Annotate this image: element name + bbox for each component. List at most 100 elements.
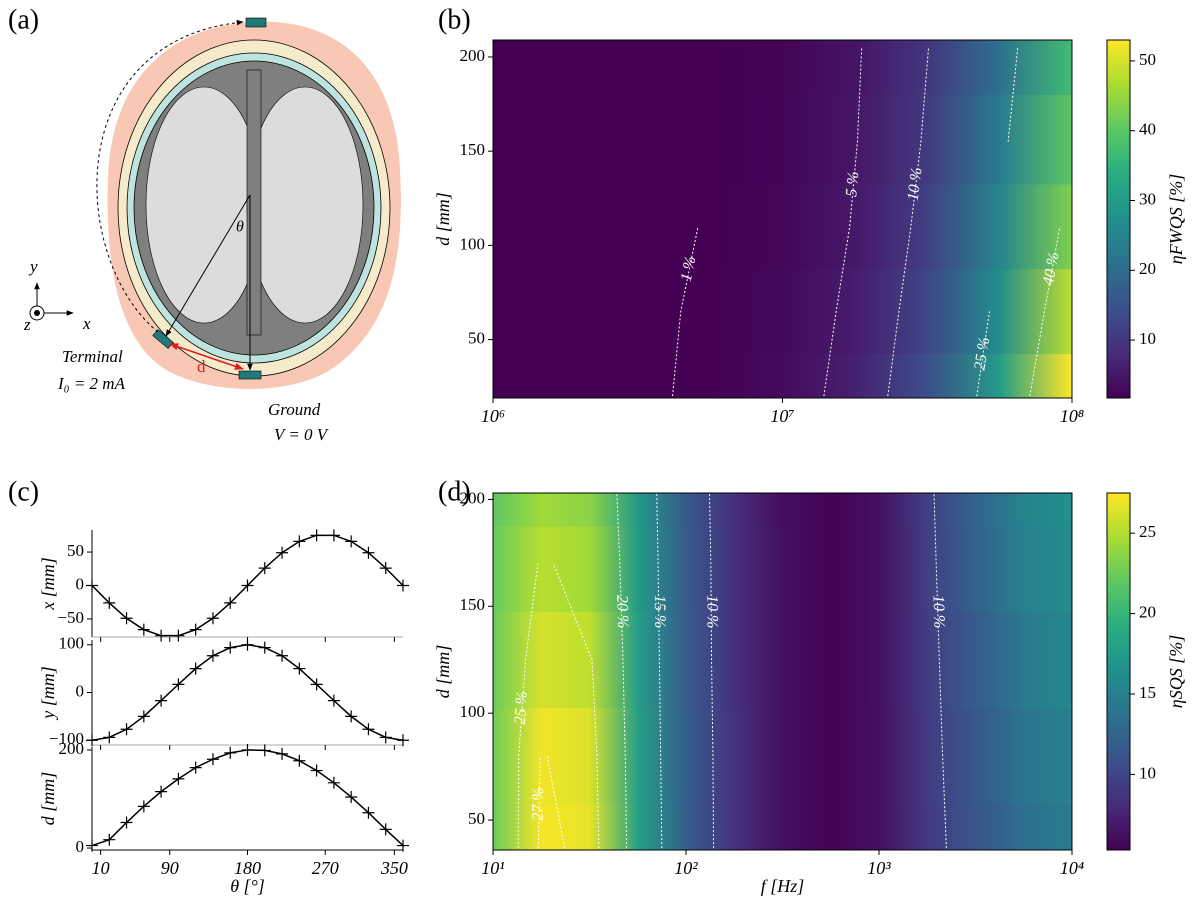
heatmap-cell: [686, 525, 735, 612]
heatmap-cell: [710, 268, 784, 355]
heatmap-cell: [927, 492, 977, 527]
panel-label: (d): [438, 476, 471, 507]
marker: [327, 694, 340, 707]
marker: [276, 649, 289, 662]
marker: [241, 579, 254, 592]
heatmap-cell: [637, 525, 687, 612]
path-arrow: [96, 19, 244, 333]
y-tick-label: 50: [468, 809, 485, 828]
contour-label: 27 %: [530, 787, 548, 821]
heatmap-cell: [782, 353, 856, 399]
y-tick-label: 200: [59, 739, 85, 758]
y-tick-label: 0: [76, 574, 85, 593]
x-tick-label: 10⁸: [1060, 406, 1084, 426]
contour-line: [552, 563, 600, 853]
heatmap-cell: [589, 525, 639, 612]
heatmap-cell: [1023, 492, 1072, 527]
heatmap-cell: [541, 611, 591, 709]
marker: [345, 535, 358, 548]
y-axis-label: d [mm]: [433, 192, 453, 246]
colorbar-label: ηFWQS [%]: [1166, 174, 1186, 264]
heatmap-cell: [782, 525, 832, 612]
heatmap-cell: [782, 611, 832, 709]
y-axis-label: x [mm]: [38, 557, 58, 611]
contour-label: 40 %: [1040, 251, 1063, 287]
colorbar-tick-label: 15: [1139, 683, 1156, 702]
z-axis-dot: [34, 310, 40, 316]
heatmap-cell: [975, 707, 1025, 805]
y-tick-label: 0: [76, 681, 85, 700]
x-tick-label: 10³: [867, 858, 891, 878]
contour-line: [933, 488, 948, 853]
heatmap-cell: [879, 525, 928, 612]
marker: [327, 776, 340, 789]
white-matter: [246, 86, 364, 324]
heatmap-cell: [830, 525, 880, 612]
heatmap-cell: [782, 183, 856, 270]
heatmap-cell: [493, 94, 566, 185]
heatmap-cell: [541, 803, 591, 851]
panel-label: (a): [8, 4, 39, 35]
contour-line: [546, 755, 566, 853]
x-tick-label: 10²: [674, 858, 698, 878]
heatmap-cell: [927, 39, 1001, 95]
marker: [120, 723, 133, 736]
marker: [224, 641, 237, 654]
heatmap-cell: [782, 803, 832, 851]
y-tick-label: 200: [460, 488, 486, 507]
heatmap-cell: [734, 525, 784, 612]
heatmap-cell: [830, 707, 880, 805]
contour-line: [672, 226, 699, 397]
contour-label: 25 %: [971, 336, 993, 371]
axis-x-label: x: [82, 314, 91, 333]
marker: [206, 753, 219, 766]
y-tick-label: 200: [460, 46, 486, 65]
heatmap-cell: [686, 611, 735, 709]
marker: [103, 596, 116, 609]
x-tick-label: 270: [312, 858, 339, 878]
marker: [137, 623, 150, 636]
x-axis-label: f [Hz]: [761, 876, 805, 896]
marker: [362, 723, 375, 736]
marker: [120, 816, 133, 829]
contour-label: 10 %: [703, 595, 720, 628]
marker: [310, 529, 323, 542]
angle-label: θ: [236, 219, 244, 236]
marker: [276, 747, 289, 760]
x-tick-label: 350: [380, 858, 408, 878]
marker: [310, 678, 323, 691]
heatmap-cell: [927, 268, 1001, 355]
marker: [345, 791, 358, 804]
axis-y-label: y: [28, 257, 38, 276]
colorbar-tick-label: 20: [1139, 259, 1156, 278]
heatmap-cell: [1023, 803, 1072, 851]
y-tick-label: −50: [57, 608, 84, 627]
heatmap-cell: [927, 353, 1001, 399]
heatmap-cell: [999, 268, 1072, 355]
panel-label: (c): [8, 476, 39, 507]
marker: [397, 579, 409, 592]
heatmap-cell: [975, 492, 1025, 527]
marker: [172, 629, 185, 642]
line: [91, 644, 404, 741]
marker: [293, 754, 306, 767]
contour-label: 15 %: [651, 595, 668, 629]
y-axis-label: d [mm]: [433, 645, 453, 699]
marker: [224, 596, 237, 609]
colorbar-tick-label: 10: [1139, 329, 1156, 348]
y-tick-label: 50: [468, 328, 485, 347]
heatmap-cell: [999, 94, 1072, 185]
colorbar-tick-label: 10: [1139, 763, 1156, 782]
heatmap-cell: [1023, 707, 1072, 805]
x-axis-label: θ [°]: [230, 876, 265, 896]
colorbar: [1106, 492, 1131, 851]
heatmap-cell: [1023, 525, 1072, 612]
marker: [155, 785, 168, 798]
colorbar-tick-label: 30: [1139, 189, 1156, 208]
y-axis-label: d [mm]: [38, 772, 58, 826]
contour-line: [616, 488, 628, 853]
heatmap-cell: [637, 183, 711, 270]
heatmap-cell: [927, 803, 977, 851]
voltage-label: V = 0 V: [274, 425, 330, 444]
y-tick-label: −100: [49, 729, 84, 748]
